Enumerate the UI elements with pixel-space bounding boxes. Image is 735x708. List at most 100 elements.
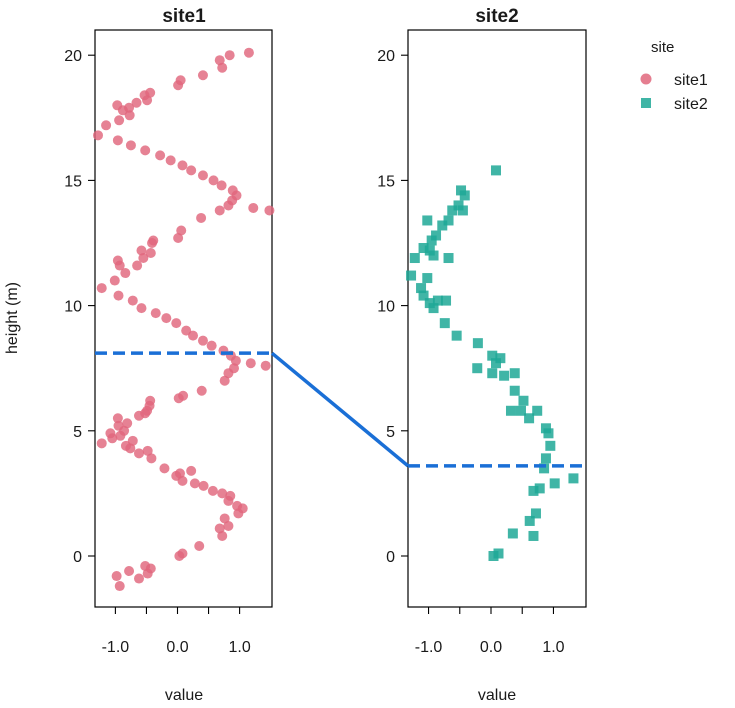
data-point [113,420,124,431]
legend-label-site2: site2 [674,96,708,113]
data-point [229,363,240,374]
data-point [447,205,458,216]
data-point [145,563,156,574]
data-point [145,87,156,98]
data-point [165,155,176,166]
data-point [133,573,144,584]
data-point [177,160,188,171]
data-point [539,463,550,474]
data-point [409,253,420,264]
data-point [518,395,529,406]
data-point [188,330,199,341]
x-tick-label: -1.0 [415,639,443,656]
data-point [432,295,443,306]
data-point [406,270,417,281]
points-site1 [93,47,275,592]
data-point [96,283,107,294]
data-point [528,530,539,541]
data-point [111,571,122,582]
data-point [532,405,543,416]
data-point [217,62,228,73]
data-point [178,390,189,401]
data-point [540,453,551,464]
data-point [112,135,123,146]
data-point [248,202,259,213]
data-point [260,360,271,371]
y-axis-site1: 0 5 10 15 20 [64,48,95,566]
data-point [131,97,142,108]
legend-item-site1: site1 [640,72,708,89]
data-point [114,115,125,126]
data-point [198,480,209,491]
data-point [431,230,442,241]
data-point [443,253,454,264]
data-point [174,468,185,479]
data-point [208,175,219,186]
legend-item-site2: site2 [641,96,708,113]
data-point [428,250,439,261]
panel-title-site1: site1 [162,6,206,27]
y-tick-label: 20 [377,48,395,65]
data-point [140,145,151,156]
panel-site1: site1 -1.0 0.0 1.0 0 5 10 15 20 value [64,6,275,704]
data-point [439,318,450,329]
data-point [101,120,112,131]
data-point [112,100,123,111]
legend-marker-site1 [640,73,652,85]
panel-site2: site2 -1.0 0.0 1.0 0 5 10 15 20 value [377,6,587,704]
data-point [217,488,228,499]
data-point [196,385,207,396]
data-point [105,428,116,439]
data-point [173,232,184,243]
plot-frame-site1 [94,29,273,608]
x-tick-label: 0.0 [166,639,188,656]
data-point [437,220,448,231]
data-point [426,235,437,246]
data-point [124,566,135,577]
y-tick-label: 0 [73,549,82,566]
data-point [416,283,427,294]
data-point [138,253,149,264]
data-point [171,318,182,329]
data-point [528,485,539,496]
data-point [499,370,510,381]
data-point [490,165,501,176]
data-point [472,338,483,349]
data-point [232,500,243,511]
x-tick-label: 1.0 [542,639,564,656]
y-axis-label: height (m) [4,282,21,354]
data-point [540,423,551,434]
x-tick-label: -1.0 [102,639,130,656]
x-axis-label-site2: value [478,687,516,704]
data-point [225,490,236,501]
data-point [93,130,104,141]
data-point [243,47,254,58]
plot-frame-site2 [407,29,587,608]
data-point [443,215,454,226]
data-point [219,375,230,386]
data-point [177,548,188,559]
legend-marker-site2 [641,98,651,108]
data-point [224,50,235,61]
data-point [146,453,157,464]
data-point [161,313,172,324]
y-tick-label: 5 [73,424,82,441]
data-point [120,268,131,279]
x-axis-site2: -1.0 0.0 1.0 [415,607,565,656]
panel-title-site2: site2 [475,6,518,27]
data-point [124,102,135,113]
data-point [120,440,131,451]
correlation-lines [95,351,586,468]
data-point [227,185,238,196]
data-point [214,523,225,534]
data-point [422,273,433,284]
data-point [150,308,161,319]
data-point [142,445,153,456]
data-point [109,275,120,286]
data-point [176,225,187,236]
data-point [175,75,186,86]
data-point [515,405,526,416]
data-point [136,245,147,256]
data-point [472,363,483,374]
data-point [451,330,462,341]
